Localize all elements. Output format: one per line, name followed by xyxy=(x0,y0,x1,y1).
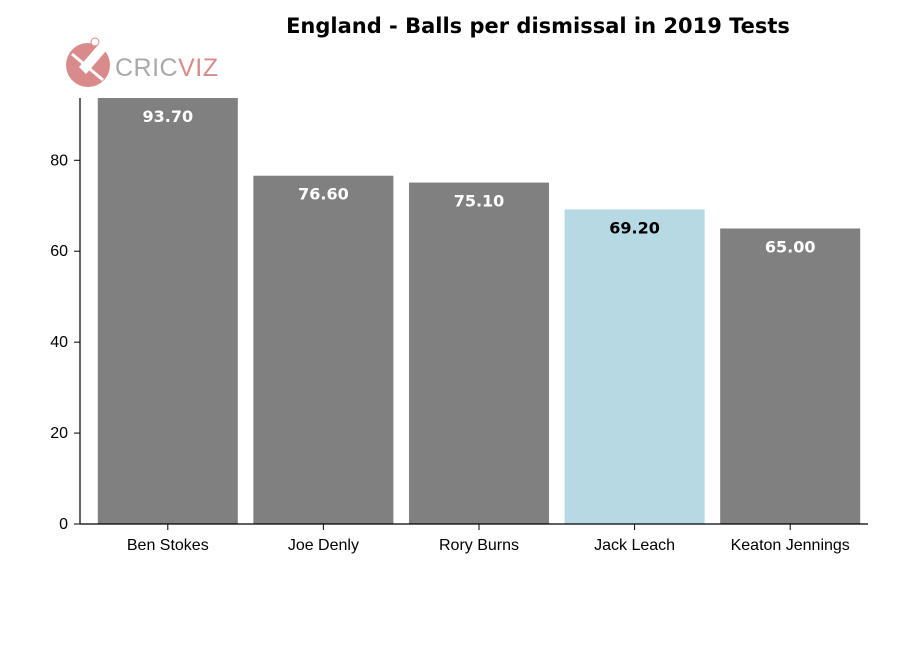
bar-jack-leach xyxy=(564,209,705,525)
bar-joe-denly xyxy=(253,175,394,524)
x-tick-label: Rory Burns xyxy=(439,537,519,554)
y-tick-label: 20 xyxy=(50,425,68,442)
y-tick-label: 40 xyxy=(50,334,68,351)
y-tick-label: 0 xyxy=(59,516,68,533)
bar-value-label: 69.20 xyxy=(609,218,660,237)
logo-text-viz: VIZ xyxy=(178,54,218,82)
chart-title: England - Balls per dismissal in 2019 Te… xyxy=(286,14,790,38)
bar-value-label: 75.10 xyxy=(454,192,505,211)
x-tick-label: Ben Stokes xyxy=(127,537,209,554)
bar-value-label: 93.70 xyxy=(142,107,193,126)
bar-value-label: 65.00 xyxy=(765,237,816,256)
bar-value-label: 76.60 xyxy=(298,185,349,204)
cricket-bat-ball-icon xyxy=(66,37,110,87)
y-tick-label: 60 xyxy=(50,243,68,260)
bar-rory-burns xyxy=(408,182,550,524)
bar-labels-group: 93.70 76.60 75.10 69.20 65.00 xyxy=(142,107,815,256)
bar-ben-stokes xyxy=(97,98,238,524)
x-axis-ticks: Ben Stokes Joe Denly Rory Burns Jack Leach K… xyxy=(127,524,850,554)
y-axis-ticks: 0 20 40 60 80 xyxy=(50,152,80,533)
bars-group xyxy=(97,98,861,525)
x-tick-label: Keaton Jennings xyxy=(731,537,850,554)
svg-text:CRICVIZ: CRICVIZ xyxy=(115,54,219,82)
cricviz-logo: CRICVIZ xyxy=(66,37,219,87)
bar-keaton-jennings xyxy=(720,228,861,524)
y-tick-label: 80 xyxy=(50,152,68,169)
logo-text-cric: CRIC xyxy=(115,54,178,82)
x-tick-label: Jack Leach xyxy=(594,537,675,554)
x-tick-label: Joe Denly xyxy=(288,537,359,554)
